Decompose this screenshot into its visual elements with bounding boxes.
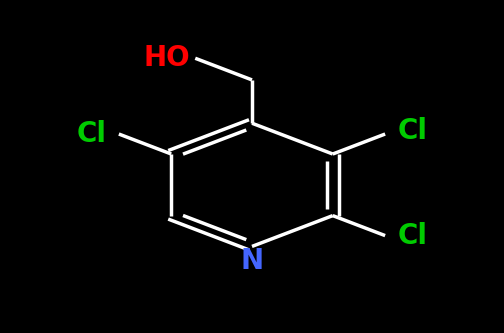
Text: Cl: Cl: [76, 120, 106, 148]
Text: Cl: Cl: [398, 221, 428, 250]
Text: HO: HO: [144, 44, 190, 72]
Text: N: N: [240, 247, 264, 275]
Text: Cl: Cl: [398, 117, 428, 145]
